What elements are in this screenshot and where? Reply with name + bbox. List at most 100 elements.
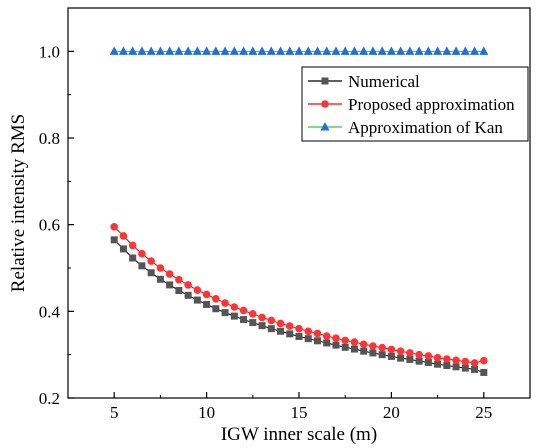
data-point-triangle xyxy=(266,46,276,55)
data-point-circle xyxy=(470,359,479,367)
data-point-circle xyxy=(433,353,442,362)
y-axis: 0.2 0.4 0.6 0.8 1.0 xyxy=(39,42,74,408)
data-point-square xyxy=(480,368,488,376)
data-point-circle xyxy=(313,329,322,338)
data-point-circle xyxy=(138,249,146,258)
data-point-triangle xyxy=(331,46,341,55)
data-point-triangle xyxy=(276,46,286,55)
data-point-triangle xyxy=(377,46,387,55)
data-point-circle xyxy=(406,349,414,357)
data-point-circle xyxy=(443,355,451,363)
data-point-circle xyxy=(387,345,396,354)
data-point-circle xyxy=(378,343,386,352)
data-point-square xyxy=(434,360,442,368)
series-line xyxy=(113,226,484,364)
data-point-square xyxy=(277,327,285,335)
data-point-circle xyxy=(295,324,303,333)
data-point-circle xyxy=(156,264,165,272)
data-point-square xyxy=(360,347,368,355)
data-point-square xyxy=(147,269,155,277)
data-point-circle xyxy=(147,257,155,265)
data-point-circle xyxy=(249,310,257,318)
data-point-triangle xyxy=(257,46,267,55)
data-point-triangle xyxy=(396,46,406,55)
series-layer xyxy=(109,46,489,376)
data-point-circle xyxy=(369,342,377,350)
data-point-circle xyxy=(276,319,285,328)
data-point-square xyxy=(193,296,201,304)
y-tick-label: 0.6 xyxy=(39,216,60,235)
data-point-triangle xyxy=(451,46,461,55)
legend-label: Approximation of Kan xyxy=(348,118,503,137)
data-point-triangle xyxy=(183,46,193,55)
legend: Numerical Proposed approximation Approxima… xyxy=(301,66,529,142)
data-point-square xyxy=(184,291,192,299)
data-point-triangle xyxy=(202,46,212,55)
data-point-triangle xyxy=(442,46,452,55)
x-tick-label: 25 xyxy=(475,403,492,422)
data-point-triangle xyxy=(368,46,378,55)
data-point-square xyxy=(378,351,386,359)
data-point-square xyxy=(461,364,469,372)
data-point-triangle xyxy=(211,46,221,55)
data-point-circle xyxy=(304,327,313,336)
data-point-circle xyxy=(193,286,202,294)
data-point-triangle xyxy=(155,46,165,55)
x-tick-label: 20 xyxy=(383,403,400,422)
data-point-triangle xyxy=(285,46,295,55)
series-square xyxy=(110,236,488,376)
data-point-square xyxy=(295,332,303,340)
data-point-triangle xyxy=(320,122,330,131)
data-point-square xyxy=(369,349,377,357)
y-tick-label: 0.8 xyxy=(39,129,60,148)
data-point-circle xyxy=(480,356,488,365)
data-point-circle xyxy=(267,316,276,325)
data-point-triangle xyxy=(192,46,202,55)
data-point-square xyxy=(156,275,164,283)
data-point-circle xyxy=(359,340,368,349)
data-point-square xyxy=(406,355,414,363)
data-point-square xyxy=(424,358,432,366)
data-point-square xyxy=(452,363,460,371)
data-point-circle xyxy=(452,356,460,365)
legend-item: Approximation of Kan xyxy=(308,118,503,137)
data-point-square xyxy=(203,300,211,308)
data-point-square xyxy=(175,287,183,295)
data-point-square xyxy=(221,309,229,317)
data-point-circle xyxy=(230,303,239,311)
data-point-square xyxy=(267,325,275,333)
x-tick-label: 5 xyxy=(110,403,119,422)
data-point-circle xyxy=(110,223,118,231)
data-point-triangle xyxy=(303,46,313,55)
data-point-triangle xyxy=(433,46,443,55)
data-point-triangle xyxy=(460,46,470,55)
data-point-square xyxy=(110,236,118,244)
x-axis: 5 10 15 20 25 xyxy=(67,392,531,422)
y-tick-label: 1.0 xyxy=(39,42,60,61)
data-point-square xyxy=(286,330,294,338)
data-point-circle xyxy=(285,322,294,330)
y-tick-label: 0.2 xyxy=(39,389,60,408)
data-point-square xyxy=(240,316,248,324)
data-point-circle xyxy=(341,336,350,345)
data-point-square xyxy=(323,339,331,347)
data-point-triangle xyxy=(118,46,128,55)
x-tick-label: 15 xyxy=(291,403,308,422)
legend-label: Numerical xyxy=(348,72,420,91)
data-point-square xyxy=(350,345,358,353)
data-point-triangle xyxy=(128,46,138,55)
data-point-square xyxy=(397,354,405,362)
data-point-circle xyxy=(415,350,423,359)
data-point-circle xyxy=(119,232,128,240)
data-point-circle xyxy=(128,241,137,250)
data-point-triangle xyxy=(174,46,184,55)
data-point-triangle xyxy=(137,46,147,55)
data-point-square xyxy=(304,335,312,343)
data-point-triangle xyxy=(229,46,239,55)
data-point-square xyxy=(443,362,451,369)
x-tick-label: 10 xyxy=(198,403,215,422)
data-point-triangle xyxy=(312,46,322,55)
data-point-square xyxy=(138,262,146,270)
data-point-square xyxy=(387,352,395,360)
